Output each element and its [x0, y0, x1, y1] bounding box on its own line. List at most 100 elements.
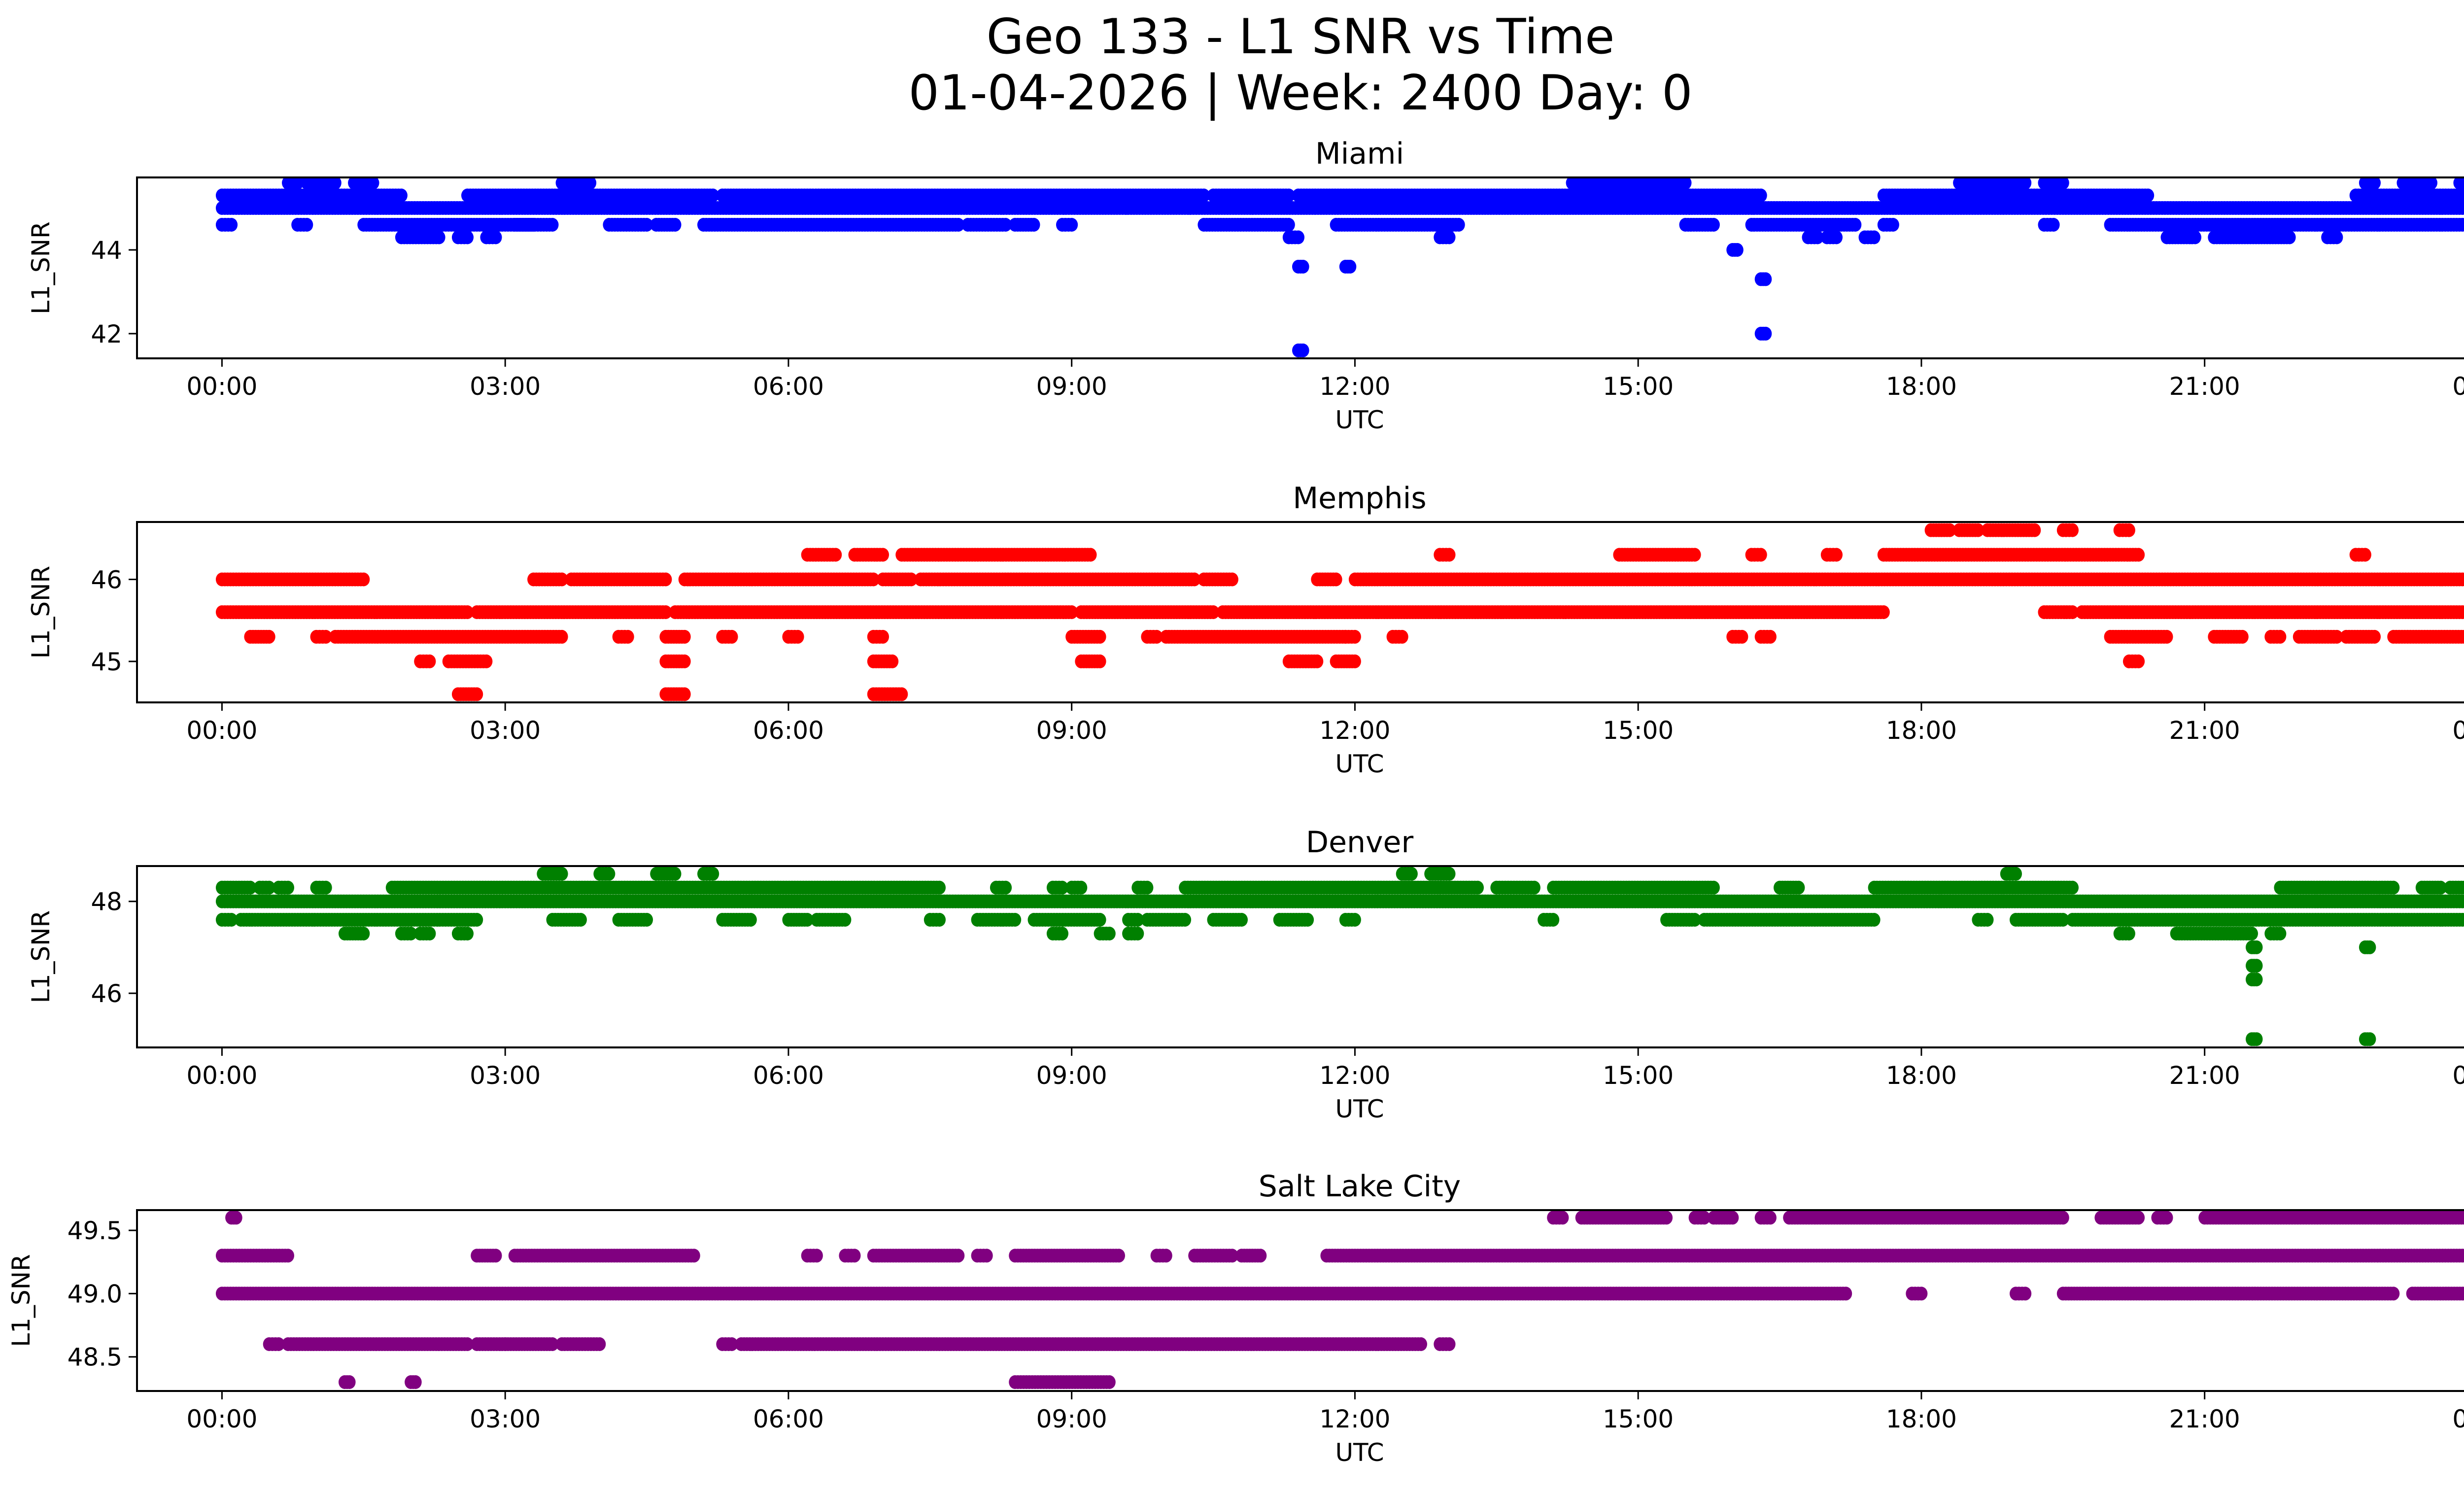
data-point	[1443, 548, 1456, 562]
data-point	[2462, 219, 2464, 230]
data-point	[2434, 880, 2447, 895]
data-point	[395, 188, 408, 203]
data-point	[1075, 880, 1088, 895]
data-point	[555, 629, 568, 644]
data-point	[1330, 572, 1342, 587]
data-point	[263, 880, 275, 895]
x-tick-label: 00:00	[2452, 372, 2464, 401]
data-point	[1849, 218, 1862, 232]
data-point	[2028, 523, 2041, 537]
subplot-title: Memphis	[1293, 481, 1426, 516]
data-point	[2460, 177, 2464, 190]
x-tick-label: 03:00	[470, 716, 541, 745]
data-point	[244, 880, 257, 895]
data-point	[707, 188, 719, 203]
data-point	[933, 880, 946, 895]
data-point	[886, 654, 899, 668]
data-point	[471, 687, 483, 701]
data-point	[319, 629, 332, 644]
data-point	[2368, 629, 2381, 644]
data-point	[1830, 548, 1843, 562]
data-point	[952, 218, 965, 232]
data-point	[1877, 605, 1890, 619]
data-point	[2160, 629, 2173, 644]
data-point	[2122, 523, 2135, 537]
data-point	[1344, 260, 1357, 274]
x-tick-label: 18:00	[1886, 372, 1957, 401]
data-point	[999, 880, 1012, 895]
data-point	[1094, 654, 1106, 668]
data-point	[2330, 230, 2343, 244]
data-point	[1348, 629, 1361, 644]
data-point	[1688, 548, 1701, 562]
data-point	[641, 218, 653, 232]
data-point	[603, 867, 616, 881]
x-tick-label: 12:00	[1319, 716, 1390, 745]
data-point	[546, 218, 559, 232]
data-point	[1226, 572, 1238, 587]
data-point	[1297, 260, 1309, 274]
data-point	[367, 177, 379, 190]
data-point	[895, 687, 908, 701]
data-point	[555, 572, 568, 587]
data-point	[1886, 218, 1899, 232]
data-point	[1528, 880, 1540, 895]
data-point	[2359, 548, 2371, 562]
data-point	[1292, 230, 1304, 244]
subplots: Miami 00:00 03:00 06:00 09:00 12:00 15:00 18:00…	[7, 137, 2464, 1467]
data-point	[2461, 630, 2464, 643]
x-axis-label: UTC	[1335, 406, 1384, 434]
data-point	[225, 218, 238, 232]
data-point	[461, 230, 474, 244]
scatter-series	[215, 867, 2464, 1046]
data-point	[2462, 607, 2464, 618]
subplot-title: Denver	[1306, 825, 1414, 860]
data-point	[621, 629, 634, 644]
scatter-series	[215, 523, 2464, 701]
data-point	[1972, 523, 1985, 537]
data-point	[433, 230, 445, 244]
data-point	[301, 218, 313, 232]
data-point	[1150, 629, 1163, 644]
data-point	[1065, 605, 1078, 619]
data-point	[1282, 188, 1295, 203]
data-point	[1443, 230, 1456, 244]
data-point	[291, 177, 304, 190]
y-tick-label: 46	[91, 565, 122, 594]
data-point	[1065, 218, 1078, 232]
x-tick-label: 09:00	[1036, 372, 1107, 401]
x-tick-label: 00:00	[2452, 716, 2464, 745]
data-point	[423, 654, 436, 668]
data-point	[791, 629, 804, 644]
x-axis-label: UTC	[1335, 750, 1384, 778]
data-point	[1311, 654, 1324, 668]
data-point	[2462, 574, 2464, 585]
data-point	[678, 654, 691, 668]
data-point	[2066, 880, 2079, 895]
x-tick-label: 06:00	[753, 716, 824, 745]
data-point	[1754, 548, 1767, 562]
data-point	[2425, 177, 2437, 190]
data-point	[1736, 629, 1748, 644]
data-point	[877, 629, 889, 644]
data-point	[669, 867, 682, 881]
data-point	[678, 687, 691, 701]
data-point	[2463, 178, 2464, 187]
data-point	[1282, 218, 1295, 232]
data-point	[2462, 190, 2464, 201]
y-tick-label: 42	[91, 320, 122, 348]
data-point	[357, 572, 370, 587]
data-point	[867, 572, 880, 587]
x-tick-label: 15:00	[1603, 716, 1674, 745]
data-point	[329, 177, 342, 190]
data-point	[1027, 218, 1040, 232]
data-point	[1188, 572, 1201, 587]
data-point	[2066, 605, 2079, 619]
data-point	[1396, 629, 1408, 644]
data-point	[2236, 629, 2249, 644]
axes-frame	[136, 176, 2464, 359]
subplot-title: Miami	[1315, 137, 1404, 171]
data-point	[1731, 243, 1744, 257]
